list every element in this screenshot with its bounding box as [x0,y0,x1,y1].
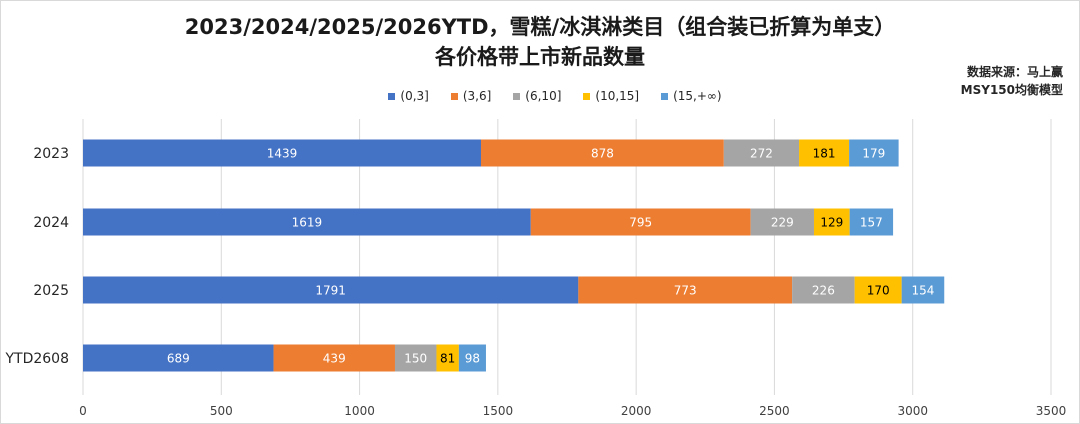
chart-title: 2023/2024/2025/2026YTD，雪糕/冰淇淋类目（组合装已折算为单… [184,15,896,39]
legend-item: (0,3] [388,89,429,103]
data-source-label: 数据来源：马上赢 [966,65,1063,79]
legend-item: (15,+∞) [661,89,722,103]
x-tick-label: 1000 [344,404,375,418]
data-label: 157 [860,216,883,230]
x-tick-label: 2000 [621,404,652,418]
legend-swatch [661,92,669,100]
bar-segment [750,208,814,236]
x-tick-label: 1500 [483,404,514,418]
bar-segment [436,344,459,372]
bar-segment [854,276,902,304]
y-tick-label: 2024 [33,215,69,231]
data-label: 878 [591,147,614,161]
bar-segment [901,276,945,304]
legend-swatch [513,92,521,100]
data-label: 81 [440,352,455,366]
bar-segment [799,139,850,167]
bar-segment [273,344,395,372]
bar-segment [578,276,793,304]
legend-label: (15,+∞) [673,89,722,103]
legend-item: (6,10] [513,89,561,103]
bar-segment [530,208,751,236]
chart-subtitle: 各价格带上市新品数量 [435,45,645,69]
legend-swatch [583,92,591,100]
bar-segment [83,344,274,372]
y-tick-label: YTD2608 [4,351,69,367]
x-tick-label: 3000 [897,404,928,418]
legend-label: (0,3] [400,89,429,103]
x-tick-label: 500 [210,404,233,418]
data-label: 179 [862,147,885,161]
data-label: 439 [323,352,346,366]
bar-segment [83,276,579,304]
legend-item: (10,15] [583,89,639,103]
legend-swatch [388,92,396,100]
model-label: MSY150均衡模型 [960,83,1063,97]
bar-segment [792,276,855,304]
data-label: 181 [813,147,836,161]
chart-legend: (0,3] (3,6] (6,10] (10,15] (15,+∞) [1,89,1079,103]
y-tick-label: 2023 [33,146,69,162]
data-label: 689 [167,352,190,366]
data-label: 150 [404,352,427,366]
data-label: 129 [820,216,843,230]
data-label: 1439 [267,147,298,161]
legend-swatch [450,92,458,100]
data-label: 272 [750,147,773,161]
bar-segment [83,208,531,236]
data-label: 795 [629,216,652,230]
data-label: 154 [911,284,934,298]
data-label: 1619 [292,216,323,230]
y-tick-label: 2025 [33,283,69,299]
data-label: 229 [771,216,794,230]
data-label: 170 [867,284,890,298]
legend-item: (3,6] [450,89,492,103]
bar-segment [813,208,850,236]
bar-segment [83,139,481,167]
x-tick-label: 3500 [1036,404,1067,418]
legend-label: (6,10] [525,89,562,103]
bar-segment [458,344,486,372]
legend-label: (10,15] [595,89,640,103]
x-tick-label: 2500 [759,404,790,418]
bar-segment [480,139,724,167]
data-label: 98 [465,352,480,366]
bar-segment [723,139,800,167]
x-tick-label: 0 [79,404,87,418]
bar-segment [394,344,437,372]
bar-segment [849,208,894,236]
data-label: 226 [812,284,835,298]
data-label: 773 [674,284,697,298]
bar-segment [849,139,899,167]
legend-label: (3,6] [462,89,492,103]
data-label: 1791 [315,284,346,298]
